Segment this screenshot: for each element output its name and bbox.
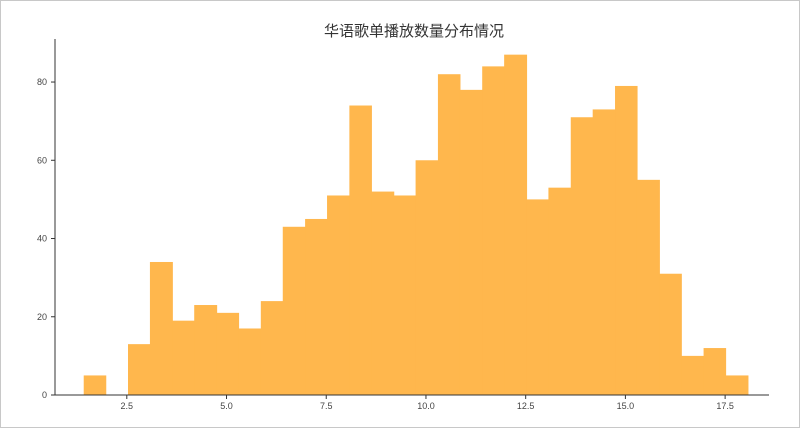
histogram-bar-12 (349, 105, 372, 395)
x-tick-label-1: 5.0 (220, 401, 233, 411)
histogram-bar-0 (83, 375, 107, 395)
y-tick-label-2: 40 (37, 234, 47, 244)
histogram-bar-28 (703, 348, 727, 395)
histogram-bar-20 (526, 199, 550, 395)
histogram-bar-15 (415, 160, 439, 395)
histogram-bar-5 (194, 305, 218, 395)
histogram-bar-19 (504, 54, 528, 396)
chart-title: 华语歌单播放数量分布情况 (324, 22, 504, 40)
histogram-bar-24 (615, 85, 638, 395)
x-tick-label-6: 17.5 (716, 401, 734, 411)
histogram-bar-21 (548, 187, 572, 395)
y-tick-label-1: 20 (37, 312, 47, 322)
histogram-bar-13 (371, 191, 395, 395)
histogram-bar-16 (437, 74, 461, 396)
histogram-bar-23 (592, 109, 616, 396)
histogram-bar-17 (459, 89, 483, 396)
histogram-bar-27 (681, 355, 705, 395)
histogram-bar-26 (659, 273, 682, 395)
ticks-group: 2.5 5.0 7.5 10.0 12.5 15.0 17.5 0 20 40 60 80 (37, 77, 734, 411)
histogram-bar-9 (282, 226, 306, 395)
histogram-bar-6 (216, 312, 240, 395)
histogram-bar-14 (393, 195, 417, 395)
y-tick-label-4: 80 (37, 77, 47, 87)
histogram-bar-22 (570, 117, 594, 396)
histogram-bar-8 (260, 301, 284, 395)
histogram-bar-18 (482, 66, 505, 395)
histogram-bar-10 (305, 218, 328, 395)
histogram-bar-4 (172, 320, 195, 395)
histogram-bar-11 (327, 195, 350, 395)
y-tick-label-0: 0 (42, 390, 47, 400)
histogram-bar-25 (636, 179, 660, 395)
x-tick-label-4: 12.5 (517, 401, 535, 411)
x-tick-label-5: 15.0 (617, 401, 635, 411)
histogram-bar-2 (128, 344, 151, 395)
x-tick-label-3: 10.0 (417, 401, 435, 411)
x-tick-label-0: 2.5 (121, 401, 134, 411)
histogram-bar-3 (149, 261, 173, 395)
x-tick-label-2: 7.5 (320, 401, 333, 411)
histogram-bar-29 (725, 375, 749, 395)
bars-group (83, 54, 749, 396)
y-tick-label-3: 60 (37, 155, 47, 165)
histogram-bar-7 (238, 328, 262, 395)
